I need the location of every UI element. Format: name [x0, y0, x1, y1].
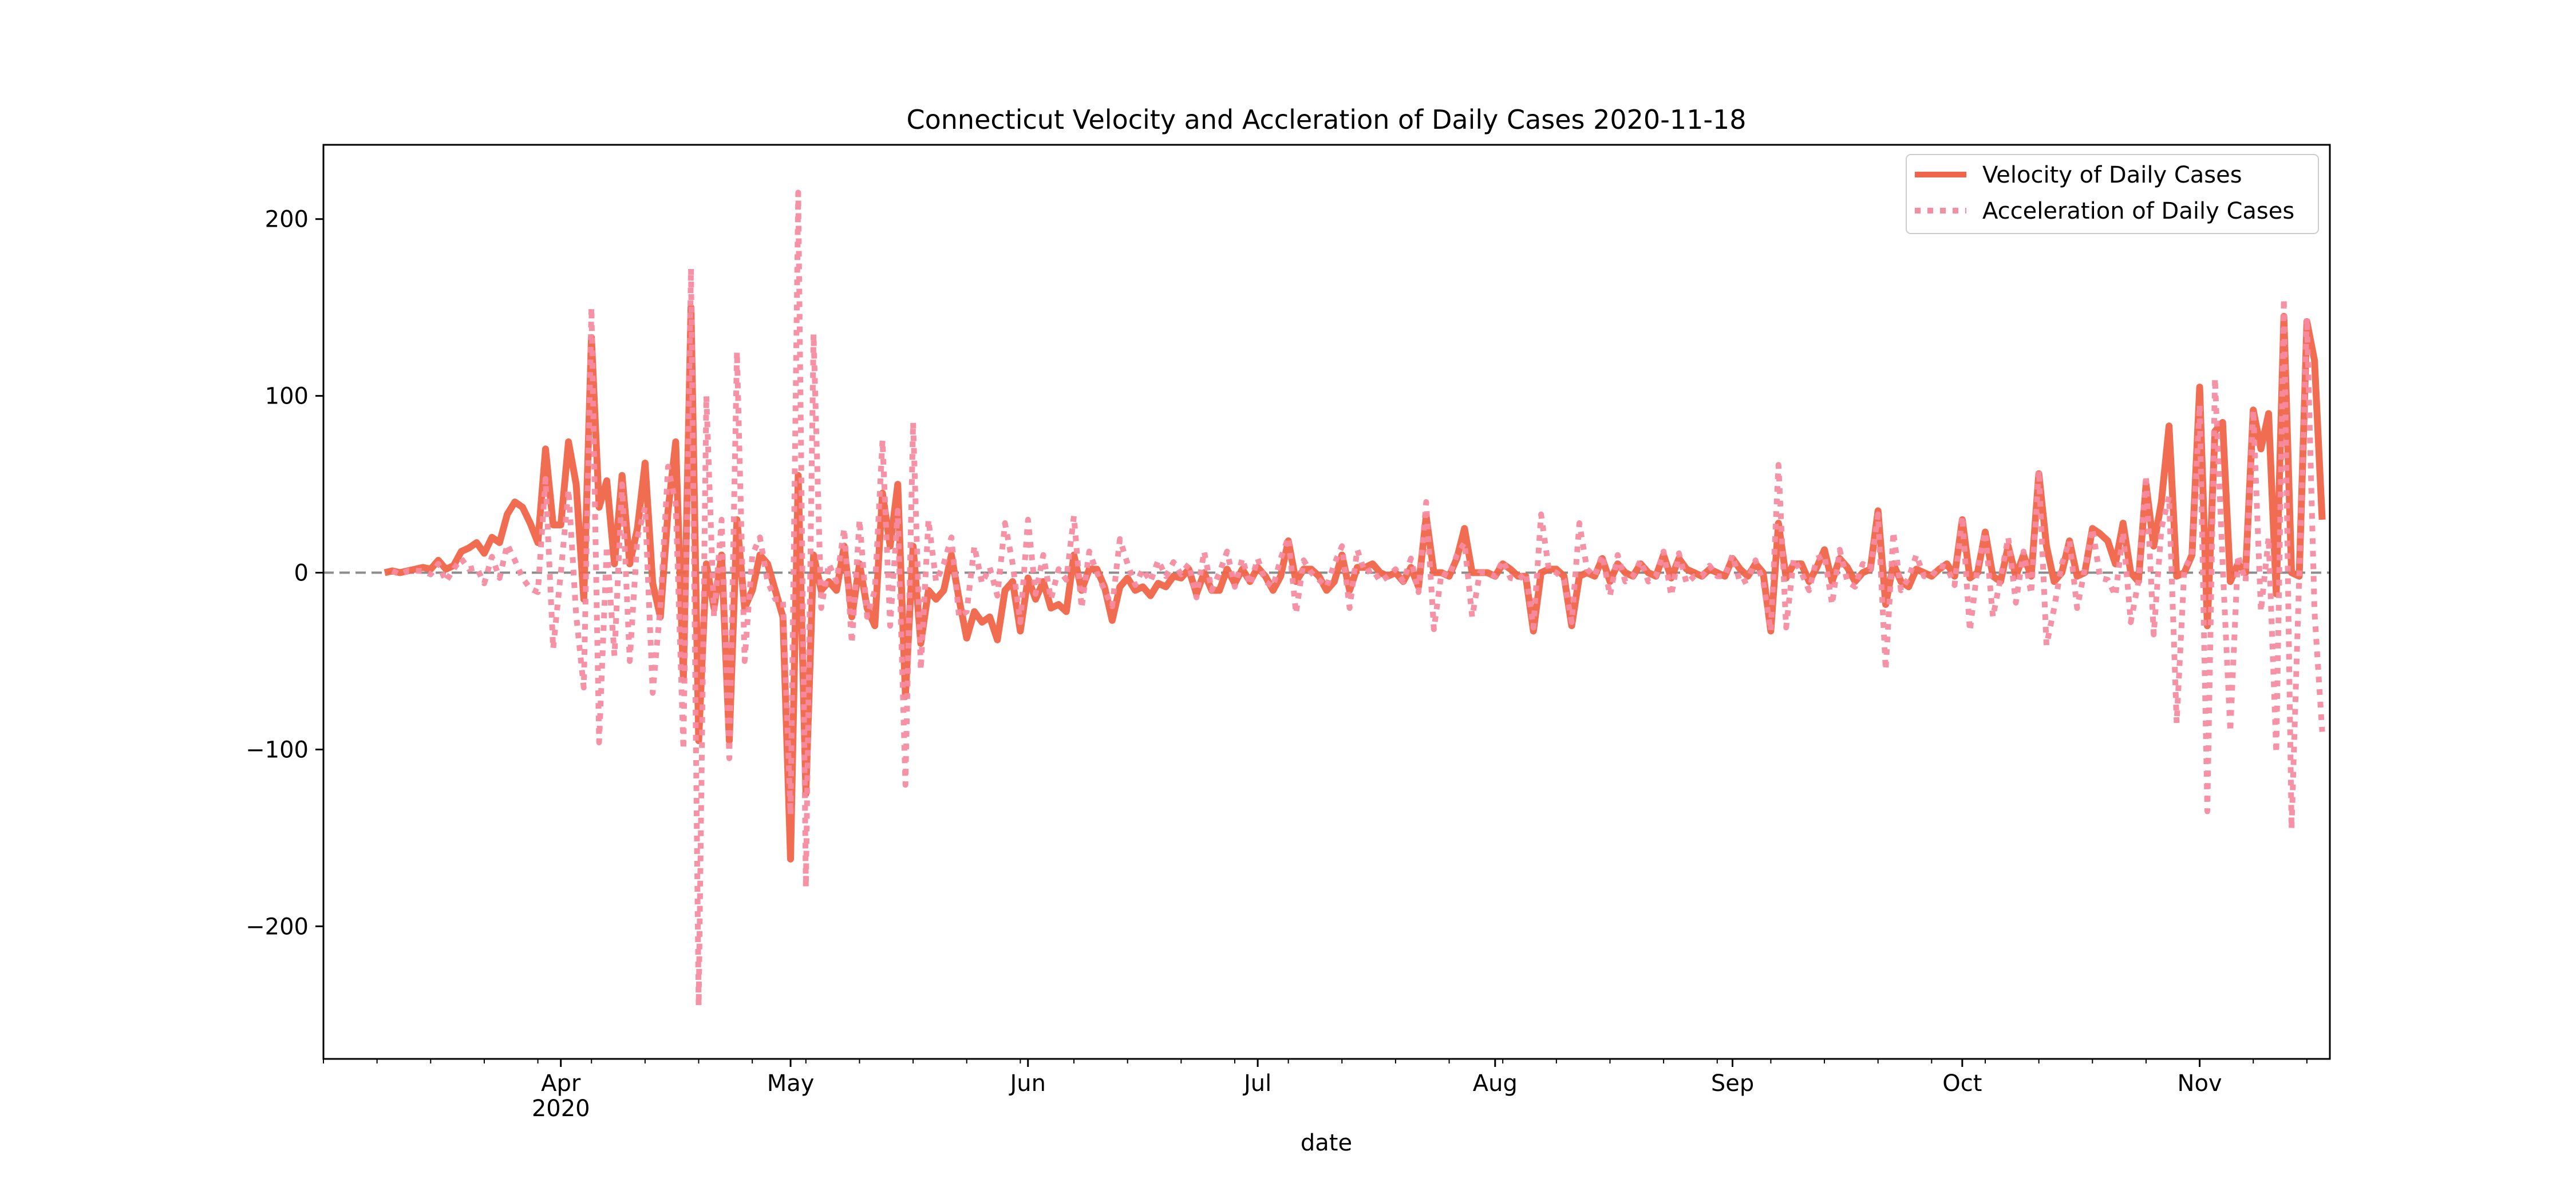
x-axis-label: date — [1301, 1130, 1352, 1156]
x-tick-label: Sep — [1711, 1070, 1754, 1097]
x-tick-sublabel: 2020 — [532, 1096, 590, 1122]
legend-label-acceleration: Acceleration of Daily Cases — [1982, 198, 2294, 224]
y-tick-label: 200 — [265, 207, 309, 233]
y-tick-label: 0 — [294, 560, 309, 587]
y-tick-label: −100 — [246, 737, 309, 763]
x-tick-label: Nov — [2178, 1070, 2222, 1097]
y-tick-label: −200 — [246, 914, 309, 940]
legend-box — [1906, 154, 2319, 234]
chart-title: Connecticut Velocity and Accleration of … — [907, 104, 1747, 135]
legend: Velocity of Daily Cases Acceleration of … — [1906, 154, 2319, 234]
x-tick-label: May — [767, 1070, 815, 1097]
x-tick-label: Apr — [541, 1070, 581, 1097]
y-tick-label: 100 — [265, 383, 309, 410]
legend-label-velocity: Velocity of Daily Cases — [1982, 162, 2242, 188]
x-tick-label: Jul — [1242, 1070, 1271, 1097]
x-tick-label: Aug — [1473, 1070, 1518, 1097]
x-tick-label: Oct — [1942, 1070, 1982, 1097]
x-tick-label: Jun — [1009, 1070, 1046, 1097]
axes-frame — [322, 144, 2331, 1060]
